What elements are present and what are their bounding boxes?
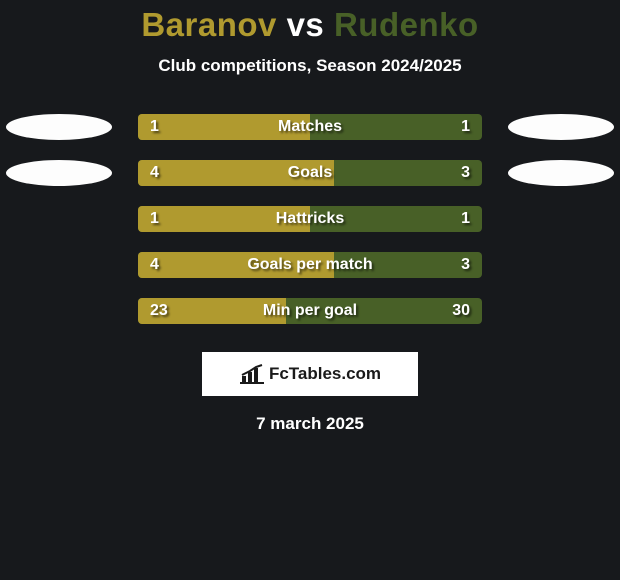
comparison-row: 11Hattricks <box>0 196 620 242</box>
subtitle: Club competitions, Season 2024/2025 <box>0 56 620 76</box>
brand-text: FcTables.com <box>269 364 381 384</box>
title-player2: Rudenko <box>334 6 479 43</box>
comparison-rows: 11Matches43Goals11Hattricks43Goals per m… <box>0 104 620 334</box>
title-player1: Baranov <box>141 6 277 43</box>
stat-bar: 43Goals <box>138 160 482 186</box>
stat-value-left: 1 <box>150 114 159 140</box>
bar-left-fill <box>138 114 310 140</box>
stat-value-left: 4 <box>150 160 159 186</box>
stat-value-left: 1 <box>150 206 159 232</box>
stat-value-right: 3 <box>461 252 470 278</box>
comparison-row: 43Goals per match <box>0 242 620 288</box>
date-line: 7 march 2025 <box>0 414 620 434</box>
stat-value-right: 3 <box>461 160 470 186</box>
stat-bar: 11Hattricks <box>138 206 482 232</box>
stat-value-right: 1 <box>461 206 470 232</box>
player1-ellipse-icon <box>6 114 112 140</box>
stat-value-right: 1 <box>461 114 470 140</box>
stat-bar: 11Matches <box>138 114 482 140</box>
comparison-row: 43Goals <box>0 150 620 196</box>
comparison-row: 11Matches <box>0 104 620 150</box>
bar-chart-icon <box>239 364 265 384</box>
brand-badge: FcTables.com <box>202 352 418 396</box>
stat-value-right: 30 <box>452 298 470 324</box>
bar-left-fill <box>138 252 334 278</box>
player2-ellipse-icon <box>508 160 614 186</box>
bar-left-fill <box>138 206 310 232</box>
bar-left-fill <box>138 160 334 186</box>
stat-bar: 43Goals per match <box>138 252 482 278</box>
stat-value-left: 4 <box>150 252 159 278</box>
player1-ellipse-icon <box>6 160 112 186</box>
stat-bar: 2330Min per goal <box>138 298 482 324</box>
comparison-row: 2330Min per goal <box>0 288 620 334</box>
player2-ellipse-icon <box>508 114 614 140</box>
title-vs: vs <box>287 6 325 43</box>
stat-value-left: 23 <box>150 298 168 324</box>
comparison-card: Baranov vs Rudenko Club competitions, Se… <box>0 0 620 580</box>
page-title: Baranov vs Rudenko <box>0 6 620 44</box>
